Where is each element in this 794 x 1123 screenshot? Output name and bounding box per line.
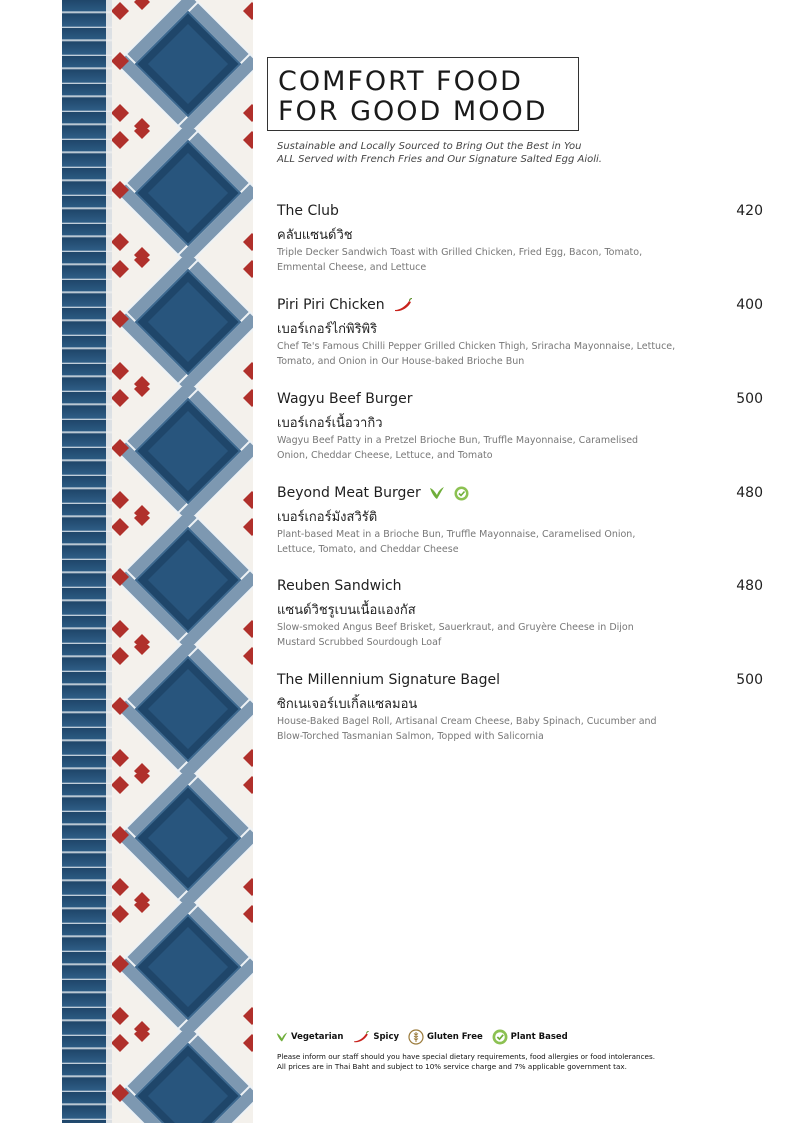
dietary-legend: Vegetarian Spicy Gluten Free Plant Based: [276, 1029, 574, 1049]
footer-note-line-1: Please inform our staff should you have …: [277, 1052, 655, 1061]
item-description: Slow-smoked Angus Beef Brisket, Sauerkra…: [277, 620, 707, 650]
item-thai-name: เบอร์เกอร์ไก่พิริพิริ: [277, 322, 378, 337]
menu-item: The Millennium Signature Bagel 500 ซิกเน…: [277, 672, 763, 752]
footer-note-line-2: All prices are in Thai Baht and subject …: [277, 1062, 627, 1071]
page-title-line-2: FOR GOOD MOOD: [278, 96, 548, 127]
subtitle-line-1: Sustainable and Locally Sourced to Bring…: [277, 141, 582, 152]
item-name: Wagyu Beef Burger: [277, 391, 413, 407]
menu-item: Beyond Meat Burger 480 เบอร์เกอร์มังสวิร…: [277, 485, 763, 565]
item-thai-name: ซิกเนเจอร์เบเกิ้ลแซลมอน: [277, 697, 418, 712]
item-description: Wagyu Beef Patty in a Pretzel Brioche Bu…: [277, 433, 707, 463]
item-price: 400: [736, 297, 763, 313]
plant-based-icon: [492, 1029, 508, 1045]
item-description-line: Slow-smoked Angus Beef Brisket, Sauerkra…: [277, 622, 634, 633]
item-description-line: Plant-based Meat in a Brioche Bun, Truff…: [277, 529, 636, 540]
menu-item: Wagyu Beef Burger 500 เบอร์เกอร์เนื้อวาก…: [277, 391, 763, 471]
item-description-line: Wagyu Beef Patty in a Pretzel Brioche Bu…: [277, 435, 639, 446]
item-price: 500: [736, 391, 763, 407]
diamond-tile-pattern: [112, 0, 253, 1123]
item-thai-name: คลับแซนด์วิช: [277, 228, 353, 243]
item-description: Triple Decker Sandwich Toast with Grille…: [277, 245, 707, 275]
chili-icon: [395, 298, 413, 312]
item-price: 500: [736, 672, 763, 688]
legend-label: Vegetarian: [290, 1032, 344, 1042]
item-thai-name: เบอร์เกอร์มังสวิรัติ: [277, 510, 378, 525]
wheat-icon: [408, 1029, 424, 1045]
brick-strip: [62, 0, 112, 1123]
item-name: The Club: [277, 203, 339, 219]
item-description-line: Lettuce, Tomato, and Cheddar Cheese: [277, 544, 459, 555]
menu-item: Piri Piri Chicken 400 เบอร์เกอร์ไก่พิริพ…: [277, 297, 763, 377]
item-price: 480: [736, 485, 763, 501]
legend-spicy: Spicy: [352, 1031, 399, 1043]
legend-label: Gluten Free: [426, 1032, 483, 1042]
item-description-line: Blow-Torched Tasmanian Salmon, Topped wi…: [277, 731, 544, 742]
item-name: Piri Piri Chicken: [277, 297, 385, 313]
legend-vegetarian: Vegetarian: [276, 1031, 343, 1043]
item-description-line: Triple Decker Sandwich Toast with Grille…: [277, 247, 643, 258]
item-name-row: Piri Piri Chicken: [277, 297, 413, 313]
item-name: Beyond Meat Burger: [277, 485, 421, 501]
menu-item: The Club 420 คลับแซนด์วิช Triple Decker …: [277, 203, 763, 283]
leaf-icon: [430, 487, 445, 499]
item-description: Chef Te's Famous Chilli Pepper Grilled C…: [277, 339, 707, 369]
legend-label: Plant Based: [510, 1032, 568, 1042]
page-title-line-1: COMFORT FOOD: [278, 66, 523, 97]
plant-based-icon: [454, 486, 469, 500]
legend-label: Spicy: [373, 1032, 400, 1042]
menu-item: Reuben Sandwich 480 แซนด์วิชรูเบนเนื้อแอ…: [277, 578, 763, 658]
leaf-icon: [276, 1032, 288, 1042]
item-description-line: Emmental Cheese, and Lettuce: [277, 262, 427, 273]
decorative-tile-border: [62, 0, 253, 1123]
item-description-line: Chef Te's Famous Chilli Pepper Grilled C…: [277, 341, 676, 352]
item-thai-name: เบอร์เกอร์เนื้อวากิว: [277, 416, 383, 431]
item-name-row: Beyond Meat Burger: [277, 485, 469, 501]
item-description: Plant-based Meat in a Brioche Bun, Truff…: [277, 527, 707, 557]
chili-icon: [354, 1031, 370, 1043]
item-thai-name: แซนด์วิชรูเบนเนื้อแองกัส: [277, 603, 416, 618]
item-description: House-Baked Bagel Roll, Artisanal Cream …: [277, 714, 707, 744]
item-name: Reuben Sandwich: [277, 578, 402, 594]
legend-gluten-free: Gluten Free: [408, 1029, 483, 1045]
item-description-line: Onion, Cheddar Cheese, Lettuce, and Toma…: [277, 450, 493, 461]
title-box: COMFORT FOOD FOR GOOD MOOD: [267, 57, 579, 131]
legend-plant-based: Plant Based: [492, 1029, 568, 1045]
item-description-line: Tomato, and Onion in Our House-baked Bri…: [277, 356, 525, 367]
item-description-line: House-Baked Bagel Roll, Artisanal Cream …: [277, 716, 657, 727]
item-price: 480: [736, 578, 763, 594]
item-name: The Millennium Signature Bagel: [277, 672, 501, 688]
subtitle-line-2: ALL Served with French Fries and Our Sig…: [277, 154, 602, 165]
item-price: 420: [736, 203, 763, 219]
item-description-line: Mustard Scrubbed Sourdough Loaf: [277, 637, 442, 648]
